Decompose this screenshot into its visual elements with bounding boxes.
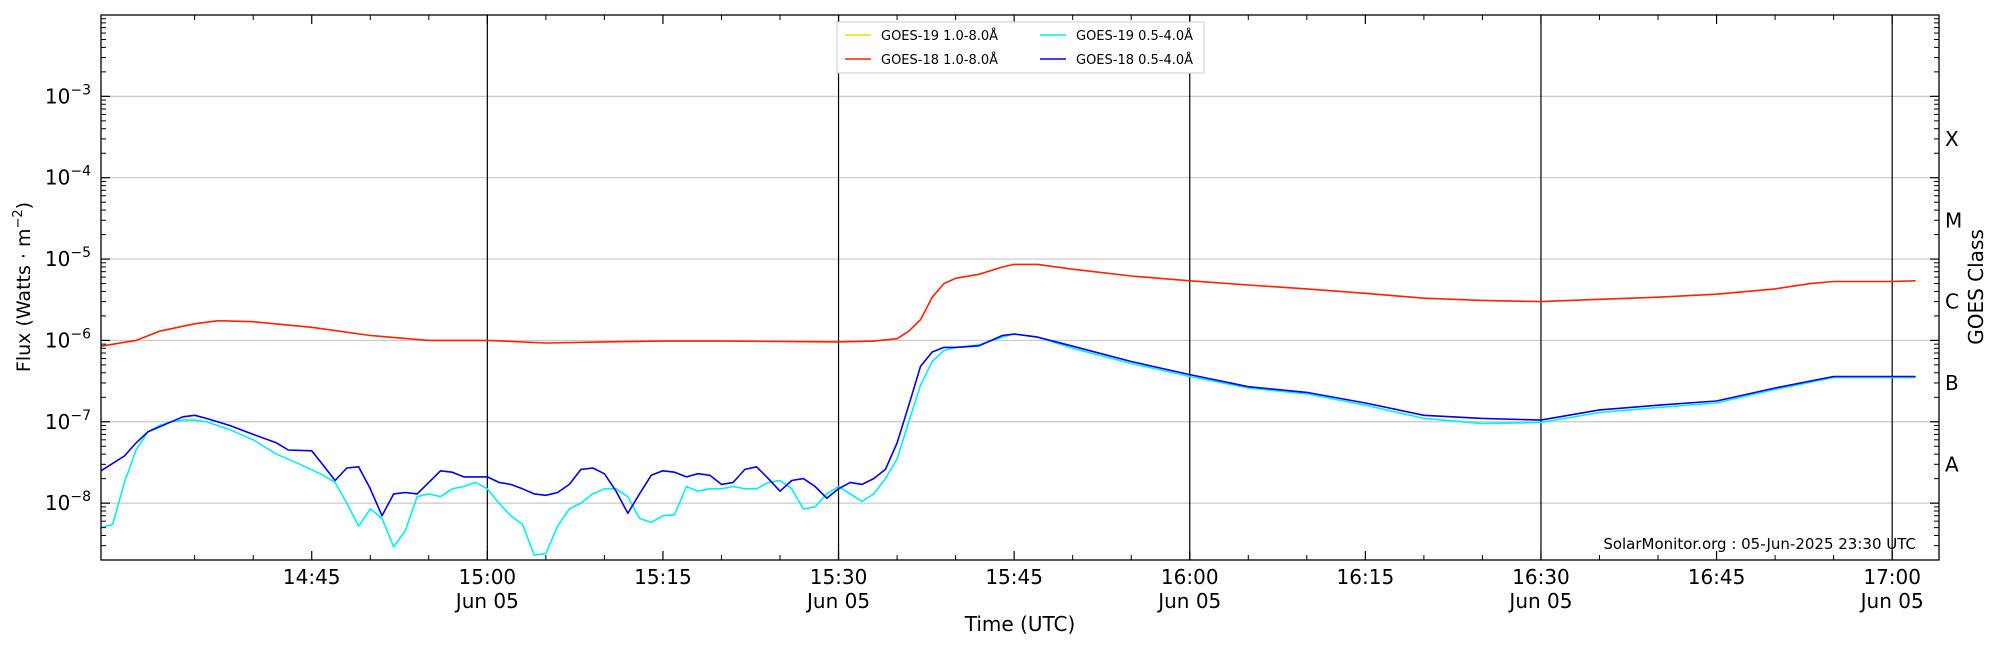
series-lines [100,263,1916,556]
y-tick-label: 10−3 [45,82,91,108]
legend: GOES-19 1.0-8.0Å GOES-19 0.5-4.0Å GOES-18 … [836,21,1205,74]
y-axis-ticks: 10−8 10−7 10−6 10−5 10−4 10−3 [45,18,1939,547]
credit-text: SolarMonitor.org : 05-Jun-2025 23:30 UTC [1603,535,1916,553]
x-tick-label: 15:15 [634,565,692,589]
legend-label: GOES-18 1.0-8.0Å [881,52,998,68]
x-tick-label: 15:00 [459,565,517,589]
x-tick-date-label: Jun 05 [1507,589,1572,613]
goes-class-label: C [1945,290,1959,314]
grid-lines [101,95,1939,504]
x-tick-label: 14:45 [283,565,341,589]
legend-label: GOES-19 1.0-8.0Å [881,28,998,44]
goes-class-labels: A B C M X [1945,127,1962,476]
goes-class-label: M [1945,208,1962,232]
goes-class-label: A [1945,452,1959,476]
x-tick-label: 16:00 [1161,565,1219,589]
y-tick-label: 10−7 [45,408,91,434]
y-tick-label: 10−5 [45,245,91,271]
legend-label: GOES-18 0.5-4.0Å [1076,52,1193,68]
x-tick-label: 16:15 [1337,565,1395,589]
y-tick-label: 10−6 [45,326,91,352]
series-line [100,333,1916,517]
x-tick-label: 17:00 [1863,565,1921,589]
series-line [100,263,1916,347]
x-axis-label: Time (UTC) [964,612,1076,636]
x-tick-label: 15:30 [810,565,868,589]
plot-frame [100,14,1940,561]
x-tick-date-label: Jun 05 [1859,589,1924,613]
y-tick-label: 10−4 [45,164,91,190]
series-line [100,333,1916,556]
x-tick-label: 15:45 [985,565,1043,589]
x-tick-date-label: Jun 05 [805,589,870,613]
y-tick-label: 10−8 [45,489,91,515]
legend-label: GOES-19 0.5-4.0Å [1076,28,1193,44]
x-tick-label: 16:30 [1512,565,1570,589]
day-marker-lines [486,15,1893,560]
legend-box [836,21,1205,74]
right-axis-label: GOES Class [1964,229,1988,345]
goes-class-label: B [1945,371,1959,395]
y-axis-label: Flux (Watts · m−2) [11,202,35,372]
x-tick-date-label: Jun 05 [454,589,519,613]
goes-class-label: X [1945,127,1959,151]
x-tick-label: 16:45 [1688,565,1746,589]
x-tick-date-label: Jun 05 [1156,589,1221,613]
